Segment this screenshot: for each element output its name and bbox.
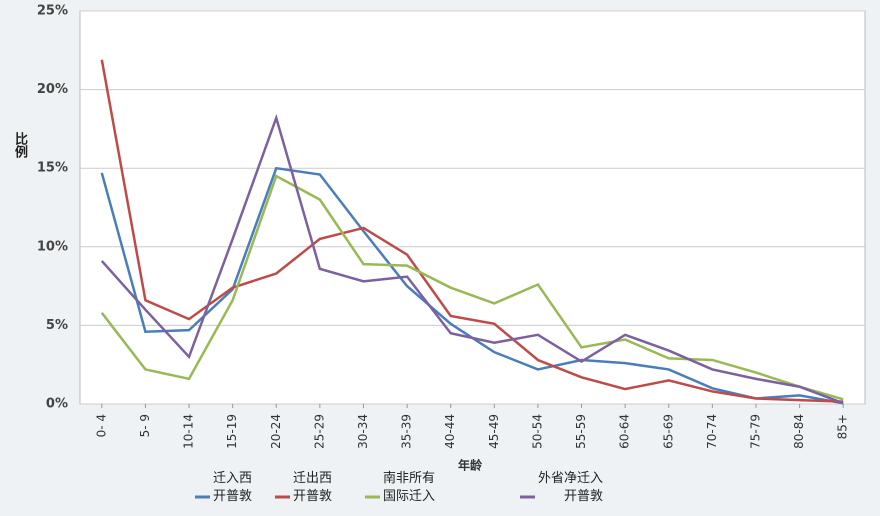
x-tick-label: 55-59 <box>574 414 588 449</box>
x-tick-label: 10-14 <box>182 414 196 449</box>
legend-label: 迁出西 开普敦 <box>293 471 333 504</box>
x-tick-label: 85+ <box>836 414 850 439</box>
x-tick-label: 0- 4 <box>94 414 108 437</box>
plot-area <box>79 10 866 405</box>
legend-label: 南非所有 国际迁入 <box>383 471 436 504</box>
series-line <box>100 59 844 403</box>
series-line <box>100 113 844 405</box>
y-tick-label: 20% <box>37 82 68 97</box>
y-tick-label: 15% <box>37 161 68 176</box>
x-tick-label: 60-64 <box>618 414 632 449</box>
y-tick-label: 25% <box>37 4 68 19</box>
x-tick-label: 80-84 <box>792 414 806 449</box>
legend-label: 迁入西 开普敦 <box>213 471 253 504</box>
y-tick-label: 0% <box>46 397 68 412</box>
y-tick-label: 5% <box>46 318 68 333</box>
x-tick-label: 20-24 <box>269 414 283 449</box>
x-axis-label: 年龄 <box>458 458 483 473</box>
x-tick-label: 65-69 <box>661 414 675 449</box>
x-tick-label: 75-79 <box>748 414 762 449</box>
y-tick-label: 10% <box>37 239 68 254</box>
x-tick-label: 15-19 <box>225 414 239 449</box>
x-tick-label: 35-39 <box>400 414 414 449</box>
x-tick-label: 30-34 <box>356 414 370 449</box>
x-tick-label: 45-49 <box>487 414 501 449</box>
x-tick-label: 50-54 <box>530 414 544 449</box>
legend-label: 外省净迁入 开普敦 <box>538 471 604 504</box>
series-line <box>100 174 844 401</box>
y-axis-label: 比例 <box>12 132 27 158</box>
x-tick-label: 70-74 <box>705 414 719 449</box>
x-tick-label: 25-29 <box>312 414 326 449</box>
x-tick-label: 40-44 <box>443 414 457 449</box>
x-tick-label: 5- 9 <box>138 414 152 437</box>
